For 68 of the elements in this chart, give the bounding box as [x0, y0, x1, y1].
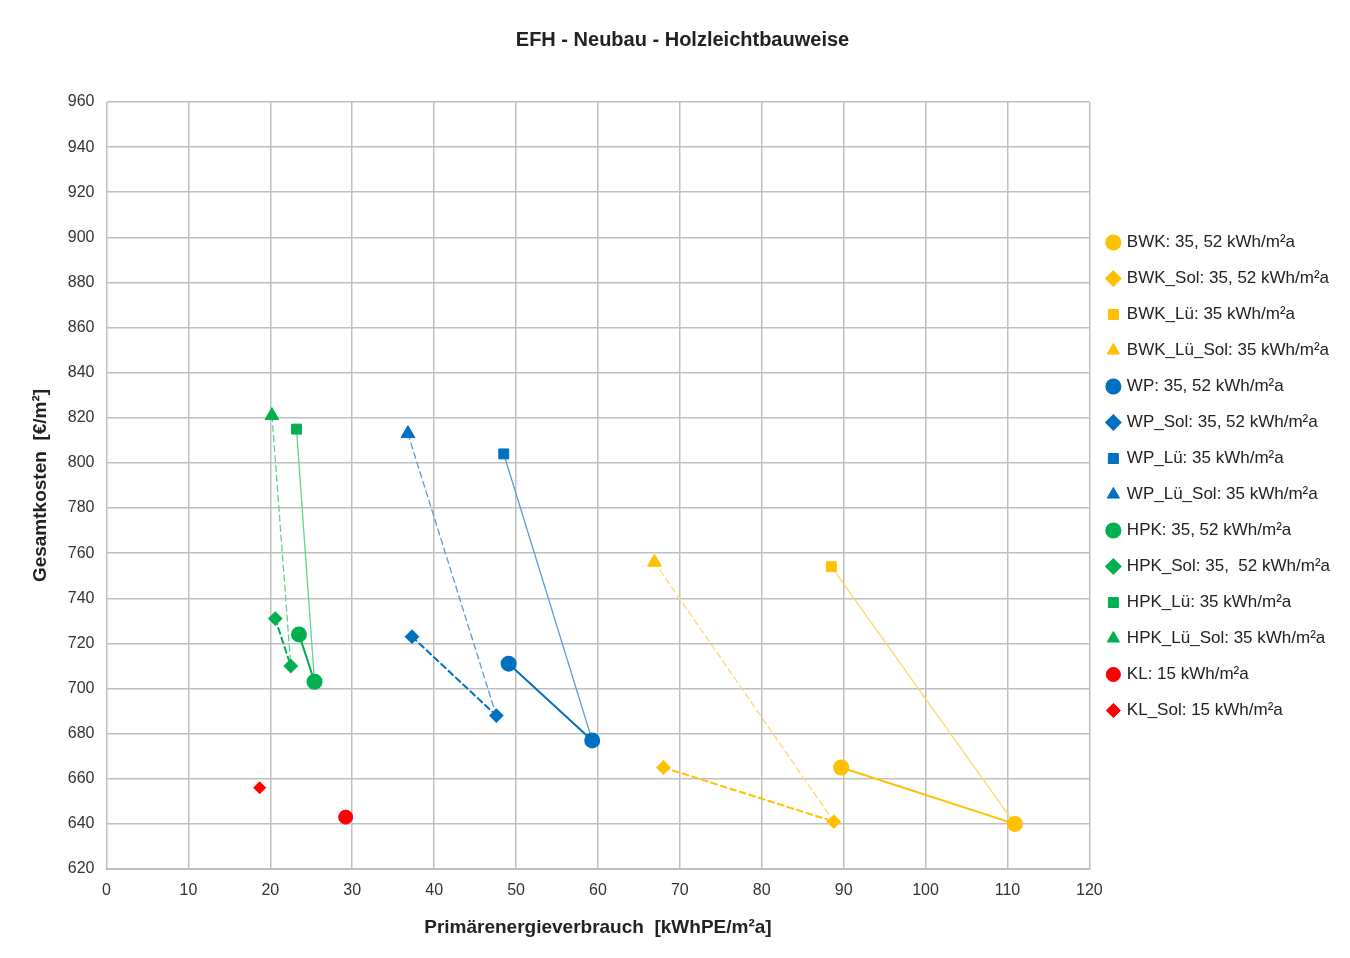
point — [584, 732, 601, 749]
legend-label: WP: 35, 52 kWh/m²a — [1126, 376, 1285, 396]
y-tick-label: 660 — [67, 769, 95, 787]
x-tick-label: 0 — [102, 881, 112, 899]
legend-label: BWK_Sol: 35, 52 kWh/m²a — [1126, 268, 1330, 288]
y-tick-label: 920 — [67, 182, 95, 200]
x-tick-label: 110 — [994, 881, 1021, 899]
y-tick-label: 780 — [67, 498, 95, 516]
x-tick-label: 80 — [752, 881, 771, 899]
point — [253, 781, 267, 795]
legend-label: BWK_Lü_Sol: 35 kWh/m²a — [1126, 340, 1330, 360]
y-tick-label: 840 — [67, 363, 95, 381]
legend-label: KL: 15 kWh/m²a — [1126, 664, 1250, 684]
point — [1006, 815, 1023, 832]
y-tick-label: 860 — [67, 317, 95, 335]
x-tick-label: 70 — [670, 881, 689, 899]
point — [489, 708, 504, 723]
y-tick-label: 720 — [67, 633, 95, 651]
x-tick-label: 10 — [179, 881, 198, 899]
point — [291, 423, 302, 435]
point — [268, 611, 283, 626]
point — [647, 553, 662, 567]
y-tick-label: 800 — [67, 453, 95, 471]
y-tick-label: 640 — [67, 814, 95, 832]
legend-label: KL_Sol: 15 kWh/m²a — [1126, 700, 1284, 720]
legend-label: WP_Lü_Sol: 35 kWh/m²a — [1126, 484, 1319, 504]
point — [264, 407, 280, 421]
point — [290, 626, 307, 643]
x-axis-title: Primärenergieverbrauch [kWhPE/m²a] — [424, 915, 772, 937]
legend-label: WP_Sol: 35, 52 kWh/m²a — [1126, 412, 1319, 432]
x-tick-label: 90 — [834, 881, 853, 899]
point — [283, 658, 298, 673]
y-tick-label: 740 — [67, 588, 95, 606]
legend-label: HPK_Lü: 35 kWh/m²a — [1126, 592, 1292, 612]
point — [400, 425, 416, 439]
legend-label: HPK_Sol: 35, 52 kWh/m²a — [1126, 556, 1331, 576]
y-tick-label: 900 — [67, 227, 95, 245]
y-tick-label: 940 — [67, 137, 95, 155]
x-tick-label: 50 — [507, 881, 526, 899]
legend-label: BWK_Lü: 35 kWh/m²a — [1126, 304, 1296, 324]
point — [405, 629, 419, 644]
y-tick-label: 620 — [67, 859, 95, 877]
legend-label: WP_Lü: 35 kWh/m²a — [1126, 448, 1285, 468]
point — [833, 759, 850, 776]
point — [338, 809, 354, 825]
point — [826, 814, 841, 829]
point — [656, 760, 671, 775]
point — [498, 448, 510, 460]
chart-title: EFH - Neubau - Holzleichtbauweise — [515, 27, 850, 50]
y-tick-label: 880 — [67, 272, 95, 290]
y-tick-label: 760 — [67, 543, 95, 561]
x-tick-label: 120 — [1076, 881, 1103, 899]
y-tick-label: 960 — [67, 92, 95, 110]
y-tick-label: 680 — [67, 724, 95, 742]
x-tick-label: 40 — [425, 881, 444, 899]
point — [306, 673, 323, 690]
legend-label: BWK: 35, 52 kWh/m²a — [1126, 232, 1296, 252]
x-tick-label: 30 — [343, 881, 362, 899]
y-axis-title: Gesamtkosten [€/m²] — [28, 388, 50, 583]
point — [825, 561, 837, 573]
legend-label: HPK_Lü_Sol: 35 kWh/m²a — [1126, 628, 1326, 648]
point — [500, 655, 517, 672]
x-tick-label: 20 — [261, 881, 280, 899]
y-tick-label: 820 — [67, 408, 95, 426]
y-tick-label: 700 — [67, 678, 95, 696]
x-tick-label: 100 — [912, 881, 939, 899]
legend-label: HPK: 35, 52 kWh/m²a — [1126, 520, 1292, 540]
x-tick-label: 60 — [589, 881, 607, 899]
